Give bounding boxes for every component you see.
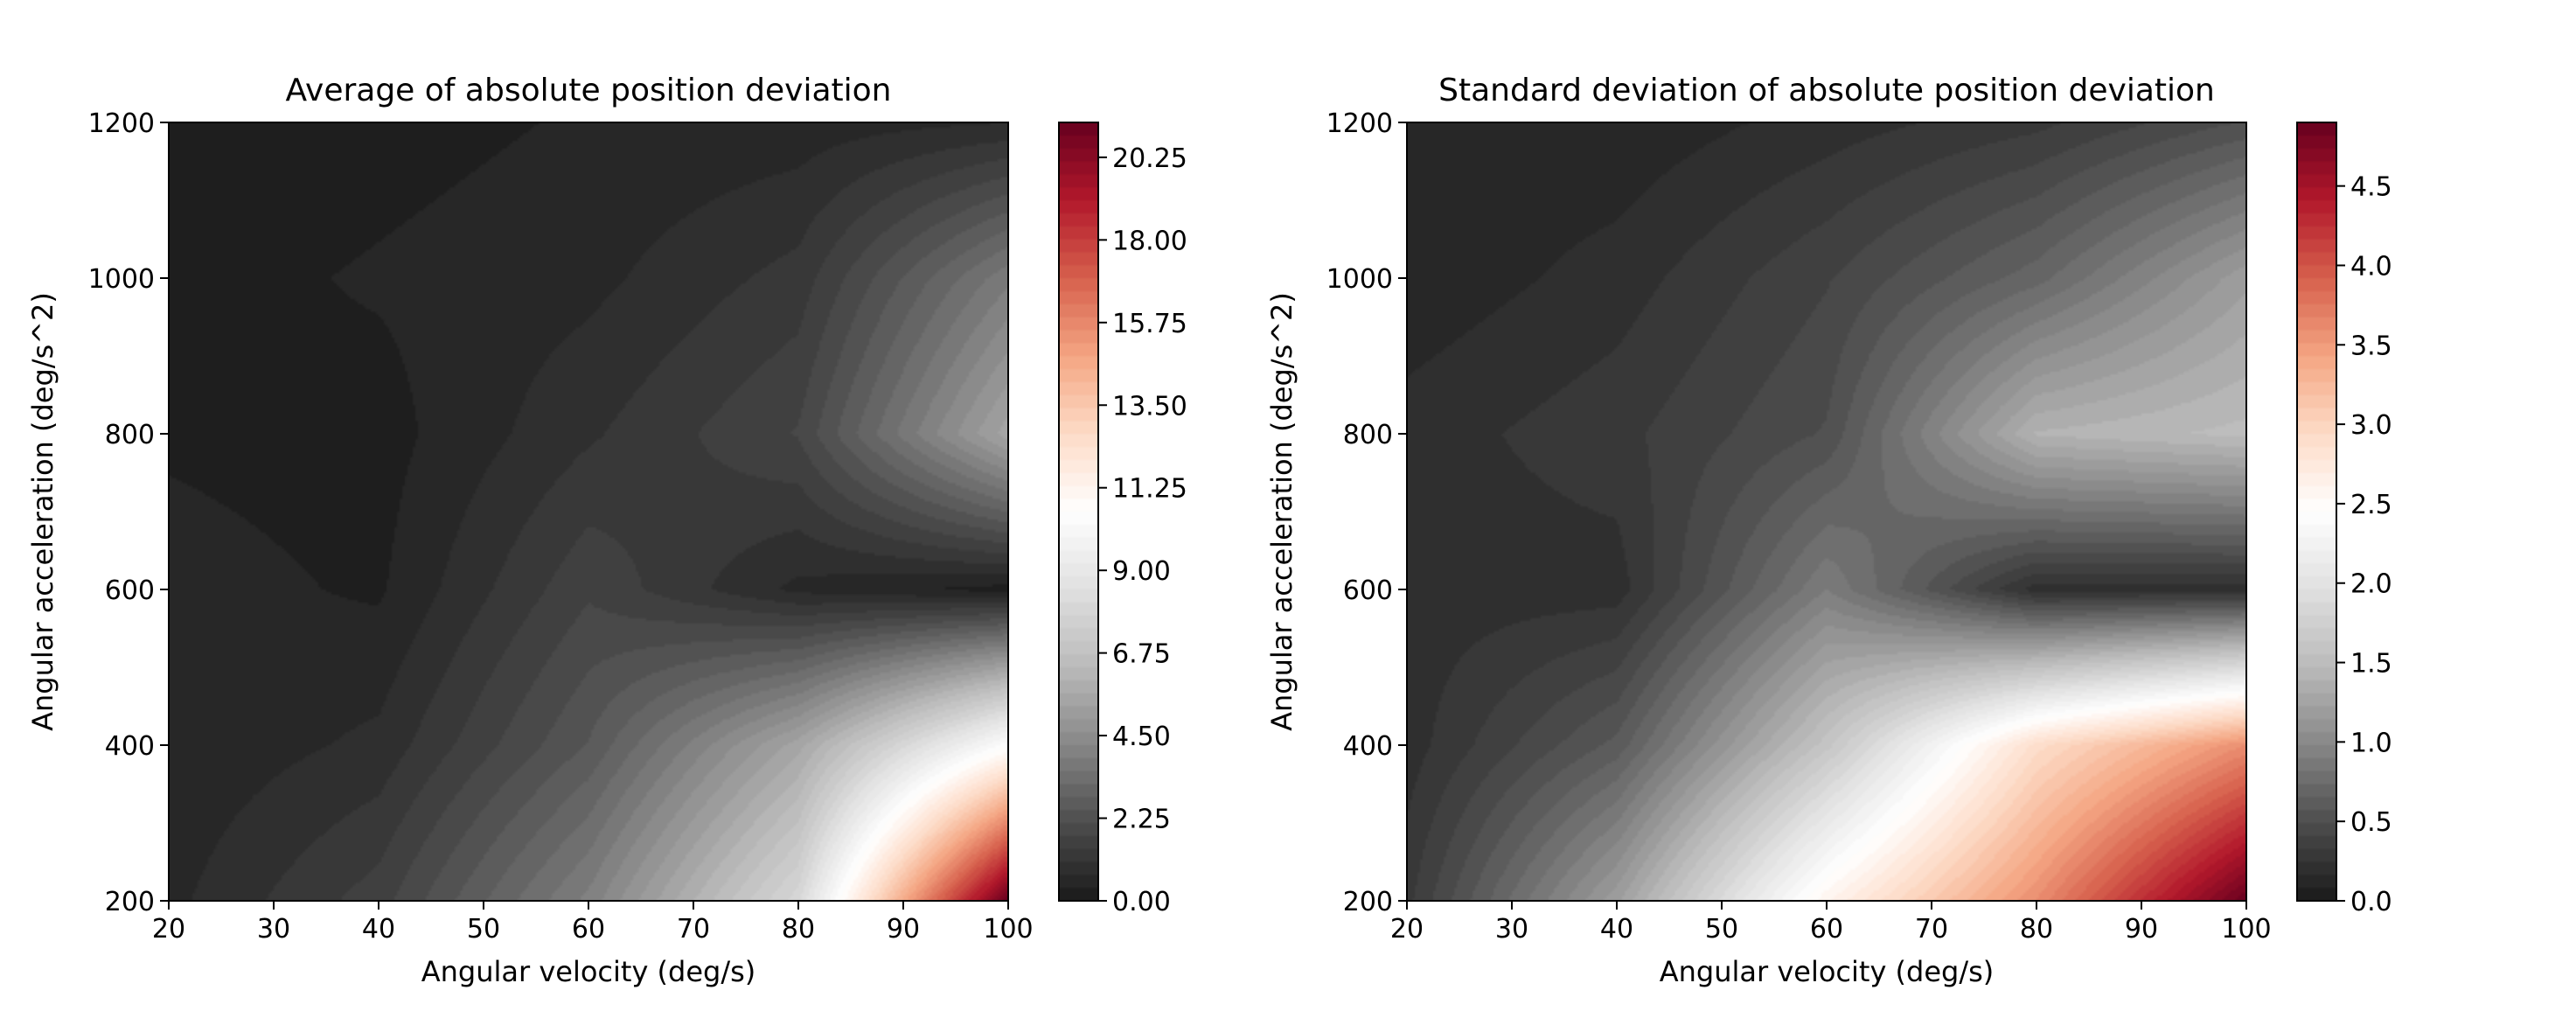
x-tick-label: 70 <box>677 914 710 945</box>
x-tick-label: 50 <box>1705 914 1738 945</box>
colorbar-tick-label: 20.25 <box>1112 143 1187 174</box>
colorbar-tick-label: 4.0 <box>2350 251 2392 282</box>
x-tick-label: 80 <box>782 914 815 945</box>
colorbar-tick-label: 0.0 <box>2350 887 2392 917</box>
y-tick-label: 400 <box>105 731 155 762</box>
chart-std-deviation: Standard deviation of absolute position … <box>1265 73 2392 988</box>
colorbar-frame <box>2296 122 2337 902</box>
x-tick-label: 20 <box>1390 914 1424 945</box>
y-tick-label: 200 <box>105 887 155 917</box>
y-tick-label: 1200 <box>88 108 155 139</box>
x-tick-label: 100 <box>983 914 1033 945</box>
colorbar-tick-label: 3.5 <box>2350 331 2392 361</box>
colorbar-tick-label: 0.00 <box>1112 887 1171 917</box>
x-tick-label: 30 <box>1495 914 1528 945</box>
y-axis-ticks: 200 400 600 800 1000 1200 <box>1326 108 1407 917</box>
x-tick-label: 80 <box>2020 914 2053 945</box>
colorbar-ticks: 0.0 0.5 1.0 1.5 2.0 2.5 3.0 3.5 4.0 4.5 <box>2336 172 2392 917</box>
x-tick-label: 50 <box>467 914 500 945</box>
colorbar-ticks: 0.00 2.25 4.50 6.75 9.00 11.25 13.50 15.75 18.00… <box>1098 143 1187 917</box>
colorbar-tick-label: 1.0 <box>2350 728 2392 758</box>
y-tick-label: 800 <box>105 420 155 450</box>
heatmap-image <box>169 122 1008 901</box>
chart-title: Standard deviation of absolute position … <box>1438 73 2215 108</box>
colorbar-tick-label: 2.25 <box>1112 805 1171 835</box>
colorbar-frame <box>1058 122 1099 902</box>
colorbar-tick-label: 0.5 <box>2350 807 2392 838</box>
colorbar-tick-label: 3.0 <box>2350 410 2392 441</box>
y-axis-label: Angular acceleration (deg/s^2) <box>26 292 59 731</box>
x-axis-ticks: 20 30 40 50 60 70 80 90 100 <box>1390 901 2272 945</box>
y-tick-label: 800 <box>1343 420 1393 450</box>
x-tick-label: 60 <box>1810 914 1843 945</box>
x-axis-label: Angular velocity (deg/s) <box>421 955 756 988</box>
colorbar-tick-label: 2.0 <box>2350 569 2392 600</box>
y-tick-label: 200 <box>1343 887 1393 917</box>
y-tick-label: 400 <box>1343 731 1393 762</box>
x-tick-label: 100 <box>2221 914 2271 945</box>
colorbar-tick-label: 4.50 <box>1112 722 1171 752</box>
y-tick-label: 1000 <box>88 264 155 295</box>
y-axis-label: Angular acceleration (deg/s^2) <box>1265 292 1298 731</box>
colorbar-tick-label: 4.5 <box>2350 172 2392 203</box>
colorbar-tick-label: 13.50 <box>1112 391 1187 422</box>
y-tick-label: 600 <box>105 575 155 606</box>
x-tick-label: 40 <box>362 914 395 945</box>
chart-average-deviation: Average of absolute position deviation 2… <box>26 73 1187 988</box>
colorbar-tick-label: 15.75 <box>1112 309 1187 339</box>
y-axis-ticks: 200 400 600 800 1000 1200 <box>88 108 169 917</box>
x-tick-label: 40 <box>1600 914 1633 945</box>
y-tick-label: 600 <box>1343 575 1393 606</box>
colorbar-tick-label: 9.00 <box>1112 556 1171 587</box>
x-axis-ticks: 20 30 40 50 60 70 80 90 100 <box>152 901 1034 945</box>
x-tick-label: 30 <box>257 914 290 945</box>
x-axis-label: Angular velocity (deg/s) <box>1660 955 1995 988</box>
colorbar-tick-label: 11.25 <box>1112 474 1187 505</box>
y-tick-label: 1200 <box>1326 108 1393 139</box>
x-tick-label: 20 <box>152 914 185 945</box>
heatmap-image <box>1407 122 2246 901</box>
colorbar-image <box>1059 122 1098 901</box>
x-tick-label: 70 <box>1915 914 1948 945</box>
chart-title: Average of absolute position deviation <box>286 73 892 108</box>
colorbar-tick-label: 18.00 <box>1112 226 1187 256</box>
x-tick-label: 60 <box>572 914 605 945</box>
x-tick-label: 90 <box>887 914 920 945</box>
colorbar-tick-label: 2.5 <box>2350 490 2392 520</box>
colorbar-tick-label: 6.75 <box>1112 639 1171 670</box>
y-tick-label: 1000 <box>1326 264 1393 295</box>
colorbar-tick-label: 1.5 <box>2350 649 2392 680</box>
x-tick-label: 90 <box>2125 914 2158 945</box>
colorbar-image <box>2297 122 2336 901</box>
